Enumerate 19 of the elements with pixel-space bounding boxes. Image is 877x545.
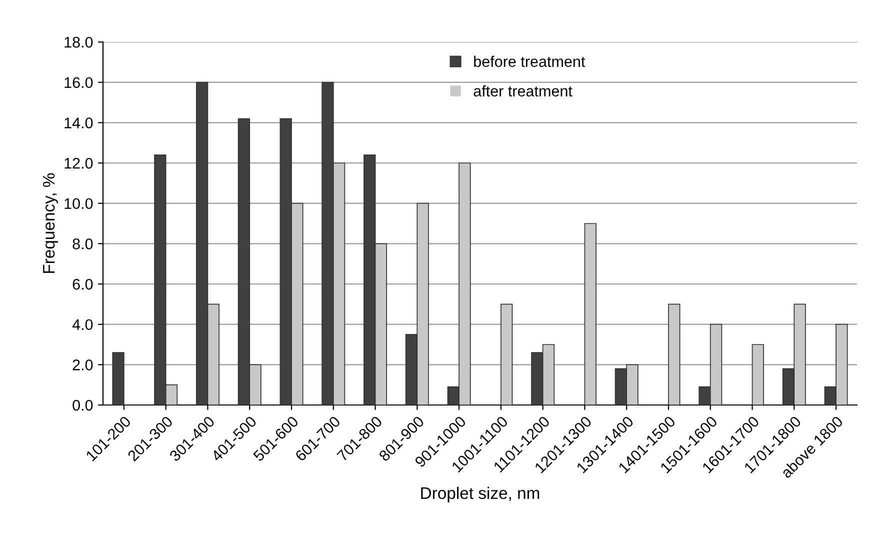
- y-tick-label: 18.0: [64, 36, 93, 48]
- y-tick-label: 14.0: [64, 118, 93, 128]
- bar: [668, 304, 680, 405]
- y-tick-label: 6.0: [72, 278, 93, 290]
- y-tick-label: 12.0: [64, 158, 93, 169]
- y-tick-label: 4.0: [72, 319, 93, 330]
- bar: [752, 344, 764, 405]
- y-axis-title: Frequency, %: [42, 173, 58, 273]
- legend-label: after treatment: [474, 85, 572, 96]
- bar: [112, 352, 124, 405]
- y-tick-label: 0.0: [72, 400, 93, 411]
- y-tick-label: 10.0: [64, 198, 93, 210]
- x-axis-title: Droplet size, nm: [421, 486, 540, 502]
- legend-label: before treatment: [474, 56, 586, 67]
- bar: [584, 223, 596, 405]
- bar: [500, 304, 513, 405]
- y-tick-label: 8.0: [72, 238, 93, 250]
- y-tick-label: 2.0: [72, 360, 93, 370]
- y-tick-label: 16.0: [64, 77, 93, 88]
